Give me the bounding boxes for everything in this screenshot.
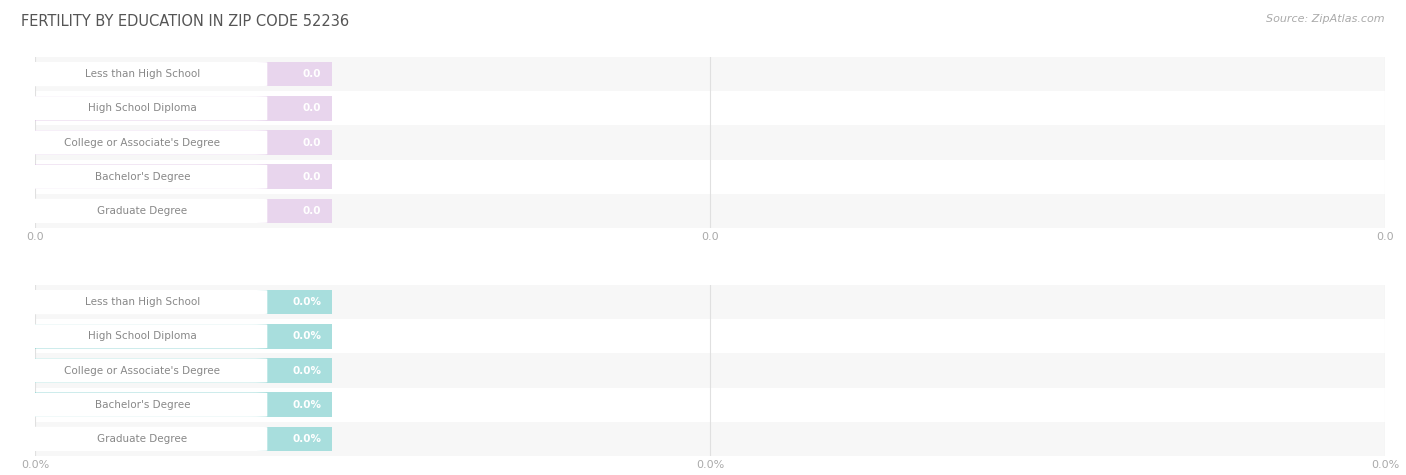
Text: Less than High School: Less than High School — [84, 69, 200, 79]
Text: High School Diploma: High School Diploma — [89, 331, 197, 342]
Text: 0.0%: 0.0% — [292, 365, 322, 376]
Text: 0.0%: 0.0% — [292, 331, 322, 342]
Text: 0.0: 0.0 — [302, 171, 322, 182]
Bar — [35, 422, 1385, 456]
Text: FERTILITY BY EDUCATION IN ZIP CODE 52236: FERTILITY BY EDUCATION IN ZIP CODE 52236 — [21, 14, 349, 29]
Bar — [35, 285, 1385, 319]
FancyBboxPatch shape — [18, 358, 267, 383]
Bar — [35, 358, 332, 383]
Bar — [35, 125, 1385, 160]
Text: College or Associate's Degree: College or Associate's Degree — [65, 137, 221, 148]
Text: Less than High School: Less than High School — [84, 297, 200, 307]
Text: Bachelor's Degree: Bachelor's Degree — [94, 399, 190, 410]
Text: High School Diploma: High School Diploma — [89, 103, 197, 114]
FancyBboxPatch shape — [18, 130, 267, 155]
Text: 0.0: 0.0 — [302, 69, 322, 79]
FancyBboxPatch shape — [18, 199, 267, 223]
FancyBboxPatch shape — [18, 427, 267, 451]
Bar — [35, 392, 332, 417]
Text: Source: ZipAtlas.com: Source: ZipAtlas.com — [1267, 14, 1385, 24]
Bar — [35, 130, 332, 155]
Bar — [35, 194, 1385, 228]
Text: College or Associate's Degree: College or Associate's Degree — [65, 365, 221, 376]
Text: 0.0: 0.0 — [302, 206, 322, 216]
Text: Graduate Degree: Graduate Degree — [97, 434, 187, 444]
Text: Bachelor's Degree: Bachelor's Degree — [94, 171, 190, 182]
FancyBboxPatch shape — [18, 96, 267, 121]
Text: 0.0: 0.0 — [302, 103, 322, 114]
Text: 0.0%: 0.0% — [292, 297, 322, 307]
Bar — [35, 388, 1385, 422]
FancyBboxPatch shape — [18, 62, 267, 86]
Text: Graduate Degree: Graduate Degree — [97, 206, 187, 216]
Text: 0.0%: 0.0% — [292, 399, 322, 410]
FancyBboxPatch shape — [18, 290, 267, 314]
Bar — [35, 57, 1385, 91]
Bar — [35, 164, 332, 189]
FancyBboxPatch shape — [18, 164, 267, 189]
FancyBboxPatch shape — [18, 392, 267, 417]
Bar — [35, 62, 332, 86]
FancyBboxPatch shape — [18, 324, 267, 349]
Bar — [35, 160, 1385, 194]
Bar — [35, 353, 1385, 388]
Bar — [35, 96, 332, 121]
Bar — [35, 91, 1385, 125]
Bar — [35, 324, 332, 349]
Bar — [35, 199, 332, 223]
Text: 0.0: 0.0 — [302, 137, 322, 148]
Bar — [35, 427, 332, 451]
Bar — [35, 319, 1385, 353]
Text: 0.0%: 0.0% — [292, 434, 322, 444]
Bar — [35, 290, 332, 314]
